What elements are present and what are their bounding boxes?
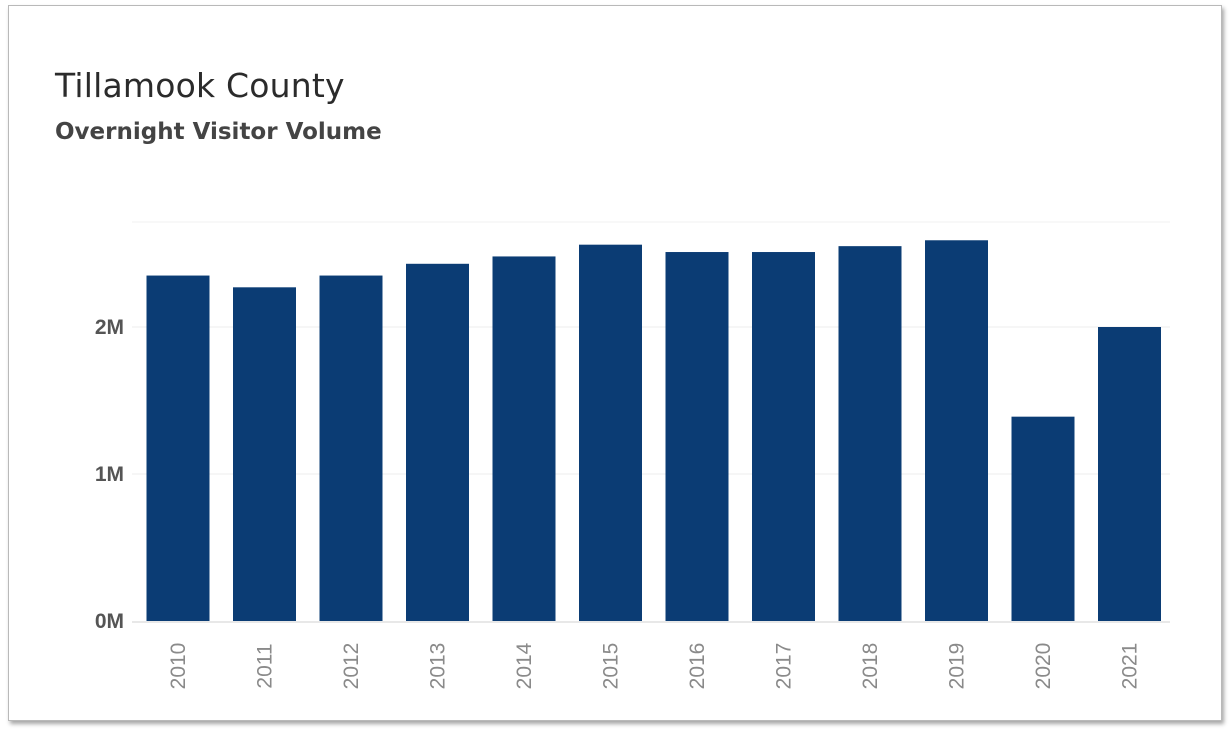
x-tick-label: 2016	[686, 643, 709, 690]
bars	[146, 240, 1161, 621]
bar-2010[interactable]	[146, 275, 210, 621]
bar-2011[interactable]	[233, 287, 296, 621]
y-tick-label: 2M	[95, 316, 124, 339]
y-tick-label: 1M	[95, 463, 124, 486]
bar-2019[interactable]	[925, 240, 988, 621]
bar-2020[interactable]	[1011, 416, 1075, 621]
x-tick-label: 2013	[427, 643, 450, 690]
x-tick-label: 2017	[773, 643, 796, 690]
x-tick-label: 2019	[946, 643, 969, 690]
y-axis: 0M 1M 2M	[95, 316, 124, 633]
x-tick-label: 2021	[1119, 643, 1142, 690]
x-tick-label: 2011	[254, 643, 277, 688]
x-tick-label: 2014	[513, 642, 536, 689]
x-tick-label: 2010	[167, 643, 190, 690]
bar-2012[interactable]	[319, 275, 383, 621]
chart-subtitle: Overnight Visitor Volume	[55, 119, 382, 145]
bar-2013[interactable]	[406, 263, 469, 621]
bar-2014[interactable]	[492, 256, 556, 621]
x-tick-label: 2020	[1032, 643, 1055, 690]
chart-title: Tillamook County	[55, 66, 345, 105]
bar-2015[interactable]	[579, 244, 642, 621]
bar-2017[interactable]	[752, 252, 815, 621]
bar-2021[interactable]	[1098, 327, 1161, 621]
y-tick-label: 0M	[95, 610, 124, 633]
gridlines	[132, 221, 1170, 475]
x-tick-label: 2015	[600, 643, 623, 690]
x-tick-label: 2018	[859, 643, 882, 690]
bar-2018[interactable]	[838, 246, 902, 621]
bar-2016[interactable]	[665, 252, 729, 621]
x-tick-label: 2012	[340, 643, 363, 690]
x-axis: 2010 2011 2012 2013 2014 2015 2016 2017 2018 2019…	[132, 621, 1170, 690]
